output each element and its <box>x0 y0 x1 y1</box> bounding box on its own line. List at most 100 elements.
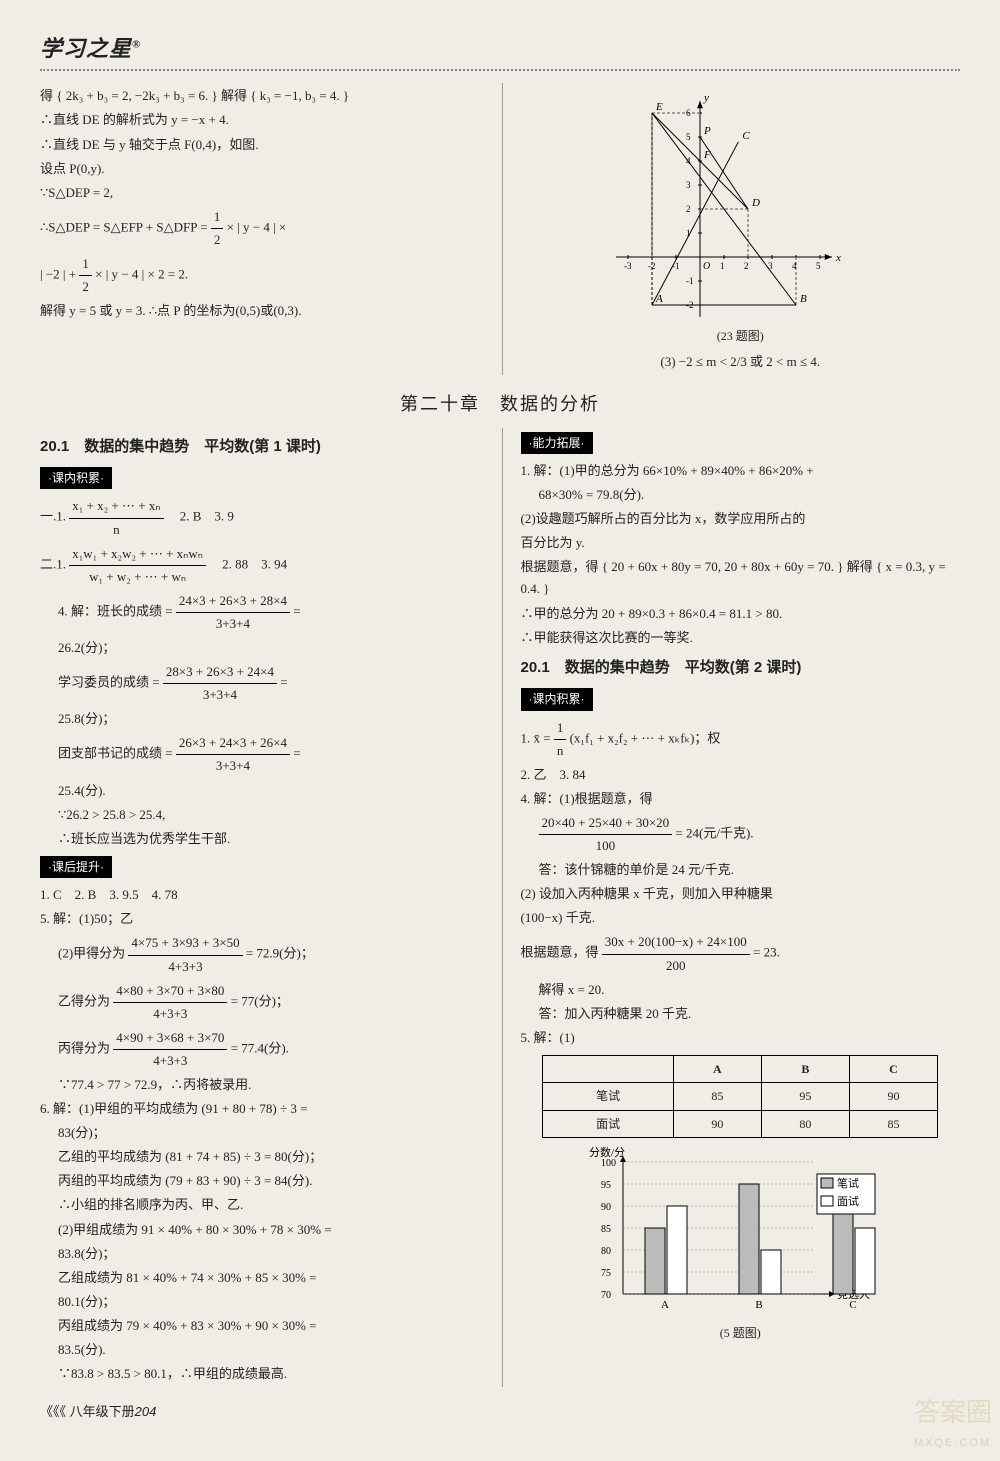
post-6-1d: ∴小组的排名顺序为丙、甲、乙. <box>40 1194 480 1216</box>
graph-caption: (23 题图) <box>610 326 870 346</box>
score-table: ABC笔试859590面试908085 <box>542 1055 938 1138</box>
post-6-1b: 乙组的平均成绩为 (81 + 74 + 85) ÷ 3 = 80(分)； <box>40 1146 480 1168</box>
t: (2)甲得分为 <box>58 946 128 961</box>
t: (x₁f₁ + x₂f₂ + ⋯ + xₖfₖ)；权 <box>570 730 721 745</box>
footer-text: 《《《 八年级下册 <box>40 1404 135 1419</box>
t: = 72.9(分)； <box>246 946 314 961</box>
footer-page: 204 <box>135 1404 157 1419</box>
frac-weighted: x₁w₁ + x₂w₂ + ⋯ + xₙwₙw₁ + w₂ + ⋯ + wₙ <box>69 543 206 588</box>
ext-1a: 1. 解：(1)甲的总分为 66×10% + 89×40% + 86×20% + <box>521 460 961 482</box>
t: 20 + 80x + 60y = 70. <box>724 559 837 574</box>
t: 学习委员的成绩 = <box>58 675 163 690</box>
t: 4. 解：班长的成绩 = <box>58 603 176 618</box>
tag-kehou: ·课后提升· <box>40 856 112 878</box>
b-q4a: 4. 解：(1)根据题意，得 <box>521 788 961 810</box>
svg-text:-1: -1 <box>686 276 694 286</box>
t: 2. B 3. 9 <box>167 509 234 524</box>
watermark-small: MXQE.COM <box>914 1434 992 1453</box>
b-item1: 1. x̄ = 1n (x₁f₁ + x₂f₂ + ⋯ + xₖfₖ)；权 <box>521 717 961 762</box>
coord-graph-svg: xy-3-2-112345-3-2-1123456OEPCFDAB <box>610 87 870 317</box>
t: 1. x̄ = <box>521 730 554 745</box>
ext-1b: 68×30% = 79.8(分). <box>521 484 961 506</box>
post-6-1a2: 83(分)； <box>40 1122 480 1144</box>
svg-text:B: B <box>756 1299 763 1311</box>
t: = 24(元/千克). <box>675 826 753 841</box>
b-q4b: 答：该什锦糖的单价是 24 元/千克. <box>521 859 961 881</box>
svg-text:70: 70 <box>601 1290 611 1301</box>
equation-system: 得 { 2k₃ + b₃ = 2, −2k₃ + b₃ = 6. } 解得 { … <box>40 85 480 107</box>
post-5-jia: (2)甲得分为 4×75 + 3×93 + 3×504+3+3 = 72.9(分… <box>40 932 480 977</box>
b-q4c: (2) 设加入丙种糖果 x 千克，则加入甲种糖果 <box>521 883 961 905</box>
svg-text:5: 5 <box>686 132 691 142</box>
t: = <box>293 746 300 761</box>
t: 根据题意，得 <box>521 945 602 960</box>
b-q4a-frac: 20×40 + 25×40 + 30×20100 = 24(元/千克). <box>521 812 961 857</box>
ext-system: 根据题意，得 { 20 + 60x + 80y = 70, 20 + 80x +… <box>521 556 961 600</box>
svg-text:80: 80 <box>601 1246 611 1257</box>
svg-text:面试: 面试 <box>837 1195 859 1208</box>
svg-text:B: B <box>800 293 807 305</box>
post-5-1: 5. 解：(1)50；乙 <box>40 908 480 930</box>
svg-text:90: 90 <box>601 1202 611 1213</box>
area-cont: | −2 | + 12 × | y − 4 | × 2 = 2. <box>40 253 480 298</box>
brand-sup: ® <box>132 39 141 51</box>
line-de-expr: ∴直线 DE 的解析式为 y = −x + 4. <box>40 109 480 131</box>
t: 二.1. <box>40 556 69 571</box>
svg-text:2: 2 <box>744 261 749 271</box>
q4-xuexi: 学习委员的成绩 = 28×3 + 26×3 + 24×43+3+4 = <box>40 661 480 706</box>
frac-q4b: 28×3 + 26×3 + 24×43+3+4 <box>163 661 277 706</box>
t: 丙得分为 <box>58 1040 113 1055</box>
svg-text:O: O <box>703 261 710 272</box>
solve-p: 解得 y = 5 或 y = 3. ∴点 P 的坐标为(0,5)或(0,3). <box>40 300 480 322</box>
post-6-1a: 6. 解：(1)甲组的平均成绩为 (91 + 80 + 78) ÷ 3 = <box>40 1098 480 1120</box>
header-divider <box>40 69 960 71</box>
svg-text:E: E <box>655 101 663 113</box>
post-6-1c: 丙组的平均成绩为 (79 + 83 + 90) ÷ 3 = 84(分). <box>40 1170 480 1192</box>
svg-text:85: 85 <box>601 1224 611 1235</box>
frac-b4d: 30x + 20(100−x) + 24×100200 <box>602 931 750 976</box>
brand-text: 学习之星 <box>40 36 132 61</box>
top-columns: 得 { 2k₃ + b₃ = 2, −2k₃ + b₃ = 6. } 解得 { … <box>40 83 960 375</box>
ext-2a: (2)设趣题巧解所占的百分比为 x，数学应用所占的 <box>521 508 961 530</box>
t: × | y − 4 | × <box>227 219 287 234</box>
tag-kenei-2: ·课内积累· <box>521 688 593 710</box>
svg-text:3: 3 <box>768 261 773 271</box>
b-item2-3: 2. 乙 3. 84 <box>521 764 961 786</box>
t: × | y − 4 | × 2 = 2. <box>95 267 188 282</box>
bar-chart: 分数/分竞选人707580859095100ABC笔试面试 (5 题图) <box>585 1144 895 1314</box>
svg-text:A: A <box>655 293 663 305</box>
q4-banzhang: 4. 解：班长的成绩 = 24×3 + 26×3 + 28×43+3+4 = <box>40 590 480 635</box>
t: = 77.4(分). <box>231 1040 289 1055</box>
svg-text:1: 1 <box>720 261 725 271</box>
half-frac-2: 12 <box>79 253 92 298</box>
post-5-conc: ∵77.4 > 77 > 72.9，∴丙将被录用. <box>40 1074 480 1096</box>
b-q5: 5. 解：(1) <box>521 1027 961 1049</box>
set-point-p: 设点 P(0,y). <box>40 158 480 180</box>
frac-p5d: 4×90 + 3×68 + 3×704+3+3 <box>113 1027 227 1072</box>
svg-text:C: C <box>743 130 751 142</box>
item-2-1: 二.1. x₁w₁ + x₂w₂ + ⋯ + xₙwₙw₁ + w₂ + ⋯ +… <box>40 543 480 588</box>
topic-201b: 20.1 数据的集中趋势 平均数(第 2 课时) <box>521 655 961 681</box>
svg-text:75: 75 <box>601 1268 611 1279</box>
svg-text:F: F <box>703 149 711 161</box>
main-columns: 20.1 数据的集中趋势 平均数(第 1 课时) ·课内积累· 一.1. x₁ … <box>40 428 960 1388</box>
frac-b1: 1n <box>554 717 567 762</box>
svg-text:3: 3 <box>686 180 691 190</box>
svg-text:P: P <box>703 125 711 137</box>
svg-text:100: 100 <box>601 1158 616 1169</box>
brand-title: 学习之星® <box>40 30 960 67</box>
post-5-yi: 乙得分为 4×80 + 3×70 + 3×804+3+3 = 77(分)； <box>40 980 480 1025</box>
q4c-result: 25.4(分). <box>40 780 480 802</box>
q4a-result: 26.2(分)； <box>40 637 480 659</box>
svg-text:C: C <box>850 1299 857 1311</box>
ext-2b: 百分比为 y. <box>521 532 961 554</box>
t: = 77(分)； <box>231 993 289 1008</box>
t: ∴S△DEP = S△EFP + S△DFP = <box>40 219 211 234</box>
area-dep: ∵S△DEP = 2, <box>40 182 480 204</box>
b-q4d: 根据题意，得 30x + 20(100−x) + 24×100200 = 23. <box>521 931 961 976</box>
frac-q4c: 26×3 + 24×3 + 26×43+3+4 <box>176 732 290 777</box>
svg-text:95: 95 <box>601 1180 611 1191</box>
q4b-result: 25.8(分)； <box>40 708 480 730</box>
t: | −2 | + <box>40 267 79 282</box>
post-5-bing: 丙得分为 4×90 + 3×68 + 3×704+3+3 = 77.4(分). <box>40 1027 480 1072</box>
